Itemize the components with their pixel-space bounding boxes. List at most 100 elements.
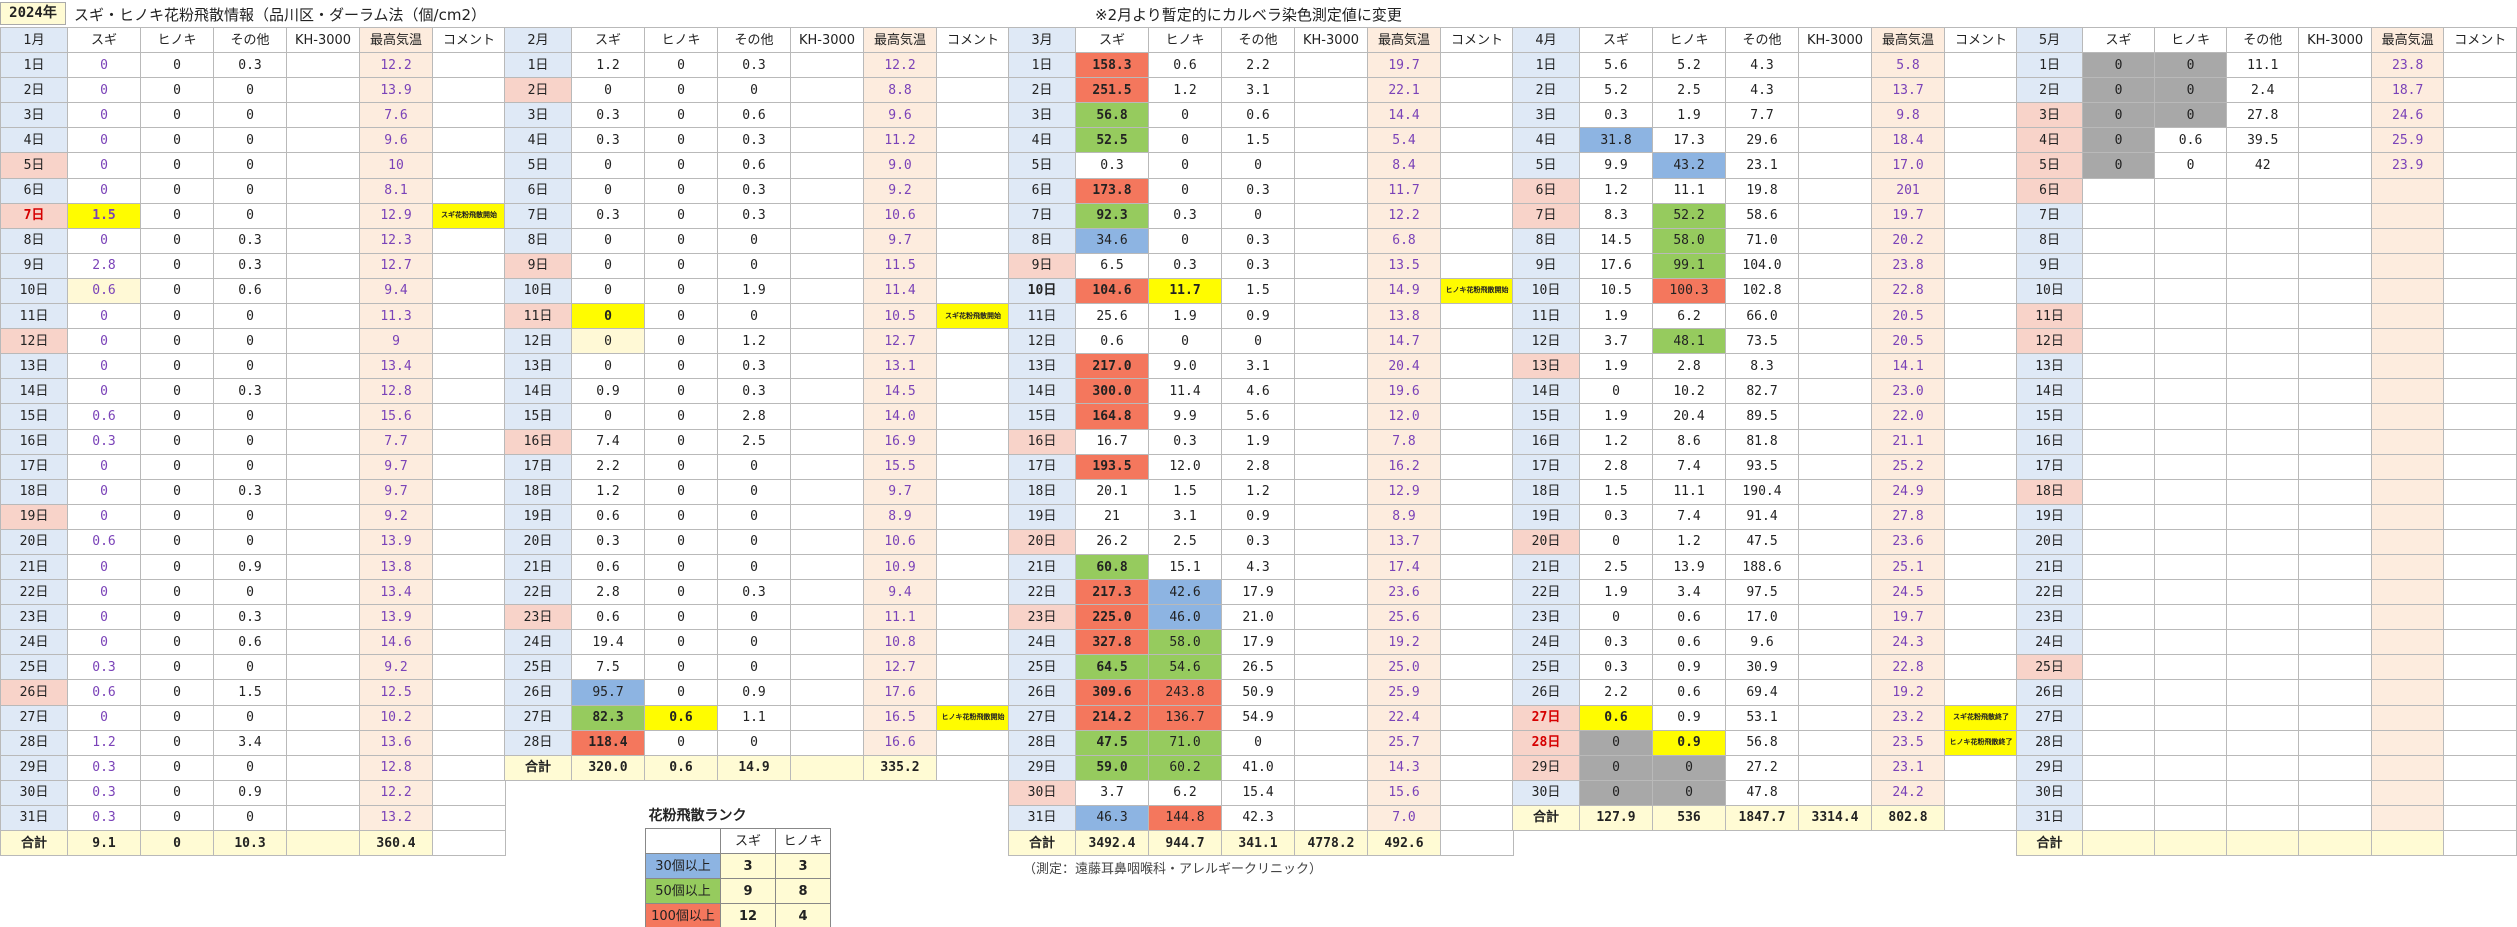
cell-kh[interactable] — [1798, 152, 1872, 179]
cell-hinoki[interactable]: 0.9 — [1652, 704, 1726, 731]
cell-other[interactable]: 0.9 — [213, 553, 287, 581]
cell-temp[interactable]: 6.8 — [1367, 227, 1441, 254]
cell-comment[interactable]: スギ花粉飛散開始 — [432, 202, 506, 229]
day-label[interactable]: 20日 — [1512, 528, 1580, 555]
cell-sugi[interactable]: 0 — [571, 353, 645, 380]
cell-sugi[interactable]: 0 — [67, 52, 141, 79]
cell-sugi[interactable]: 1.9 — [1579, 353, 1653, 380]
day-label[interactable]: 5日 — [504, 152, 572, 179]
cell-other[interactable]: 26.5 — [1221, 654, 1295, 681]
cell-other[interactable]: 0.9 — [213, 779, 287, 806]
day-label[interactable]: 15日 — [1512, 403, 1580, 430]
day-label[interactable]: 4日 — [1008, 127, 1076, 154]
cell-comment[interactable] — [432, 102, 506, 129]
cell-sugi[interactable] — [2082, 428, 2155, 455]
cell-hinoki[interactable]: 1.5 — [1148, 478, 1222, 505]
cell-other[interactable]: 97.5 — [1725, 579, 1799, 606]
day-label[interactable]: 12日 — [2015, 328, 2084, 355]
cell-comment[interactable] — [432, 779, 506, 806]
day-label[interactable]: 21日 — [0, 553, 68, 581]
cell-other[interactable]: 190.4 — [1725, 478, 1799, 505]
cell-comment[interactable] — [2443, 102, 2517, 129]
cell-kh[interactable] — [2298, 629, 2372, 656]
day-label[interactable]: 13日 — [504, 353, 572, 380]
cell-other[interactable]: 3.4 — [213, 729, 287, 756]
day-label[interactable]: 7日 — [2015, 202, 2084, 229]
cell-kh[interactable] — [286, 779, 360, 806]
cell-temp[interactable]: 24.3 — [1871, 629, 1945, 656]
cell-sugi[interactable]: 0 — [67, 453, 141, 480]
day-label[interactable]: 23日 — [1008, 604, 1076, 631]
day-label[interactable]: 23日 — [1512, 604, 1580, 631]
cell-kh[interactable] — [1294, 353, 1368, 380]
cell-other[interactable]: 7.7 — [1725, 102, 1799, 129]
total-sugi[interactable]: 3492.4 — [1075, 829, 1149, 857]
cell-kh[interactable] — [1294, 378, 1368, 405]
cell-comment[interactable] — [1440, 804, 1514, 832]
cell-comment[interactable] — [1440, 252, 1514, 279]
cell-comment[interactable] — [936, 353, 1010, 380]
cell-kh[interactable] — [790, 77, 864, 104]
cell-other[interactable]: 0.9 — [717, 679, 791, 706]
cell-hinoki[interactable]: 12.0 — [1148, 453, 1222, 480]
day-label[interactable]: 27日 — [2015, 704, 2084, 731]
cell-hinoki[interactable]: 243.8 — [1148, 679, 1222, 706]
cell-kh[interactable] — [286, 152, 360, 179]
cell-other[interactable]: 0 — [717, 553, 791, 581]
cell-other[interactable]: 0 — [213, 328, 287, 355]
cell-temp[interactable]: 23.8 — [2370, 52, 2445, 79]
cell-comment[interactable] — [1440, 478, 1514, 505]
cell-other[interactable]: 54.9 — [1221, 704, 1295, 731]
cell-hinoki[interactable]: 71.0 — [1148, 729, 1222, 756]
cell-comment[interactable] — [2443, 252, 2517, 279]
cell-sugi[interactable]: 251.5 — [1075, 77, 1149, 104]
cell-comment[interactable] — [2443, 779, 2517, 806]
cell-sugi[interactable]: 217.0 — [1075, 353, 1149, 380]
day-label[interactable]: 30日 — [2015, 779, 2084, 806]
day-label[interactable]: 10日 — [1512, 277, 1580, 305]
day-label[interactable]: 17日 — [504, 453, 572, 480]
cell-hinoki[interactable]: 2.5 — [1148, 528, 1222, 555]
cell-sugi[interactable] — [2082, 303, 2155, 330]
cell-sugi[interactable]: 0 — [571, 152, 645, 179]
cell-other[interactable]: 2.4 — [2226, 77, 2300, 104]
cell-kh[interactable] — [1798, 403, 1872, 430]
cell-hinoki[interactable]: 1.9 — [1652, 102, 1726, 129]
day-label[interactable]: 26日 — [1512, 679, 1580, 706]
cell-sugi[interactable]: 0.9 — [571, 378, 645, 405]
cell-sugi[interactable] — [2082, 277, 2155, 305]
cell-temp[interactable] — [2370, 729, 2445, 756]
total-label[interactable]: 合計 — [1512, 804, 1580, 832]
cell-comment[interactable] — [936, 202, 1010, 229]
cell-hinoki[interactable]: 0 — [140, 528, 214, 555]
cell-comment[interactable] — [432, 303, 506, 330]
cell-comment[interactable] — [2443, 553, 2517, 581]
cell-other[interactable]: 56.8 — [1725, 729, 1799, 756]
cell-hinoki[interactable]: 0 — [140, 453, 214, 480]
cell-hinoki[interactable]: 0 — [140, 604, 214, 631]
cell-other[interactable]: 0 — [213, 428, 287, 455]
day-label[interactable]: 4日 — [1512, 127, 1580, 154]
day-label[interactable]: 6日 — [1008, 177, 1076, 204]
day-label[interactable]: 13日 — [1512, 353, 1580, 380]
cell-sugi[interactable]: 0.3 — [1579, 102, 1653, 129]
cell-temp[interactable]: 11.2 — [863, 127, 937, 154]
cell-hinoki[interactable] — [2153, 629, 2228, 656]
cell-comment[interactable] — [2443, 428, 2517, 455]
cell-temp[interactable] — [2370, 779, 2445, 806]
cell-temp[interactable]: 12.7 — [359, 252, 433, 279]
cell-kh[interactable] — [1294, 754, 1368, 781]
cell-comment[interactable] — [1440, 403, 1514, 430]
cell-temp[interactable] — [2370, 177, 2445, 204]
cell-other[interactable]: 27.2 — [1725, 754, 1799, 781]
cell-sugi[interactable]: 173.8 — [1075, 177, 1149, 204]
cell-sugi[interactable]: 0.3 — [67, 804, 141, 832]
cell-hinoki[interactable] — [2153, 553, 2228, 581]
cell-temp[interactable] — [2370, 453, 2445, 480]
cell-other[interactable]: 0 — [213, 804, 287, 832]
day-label[interactable]: 16日 — [0, 428, 68, 455]
cell-comment[interactable] — [1944, 629, 2018, 656]
cell-temp[interactable]: 18.7 — [2370, 77, 2445, 104]
cell-hinoki[interactable] — [2153, 804, 2228, 832]
cell-hinoki[interactable]: 0 — [1148, 152, 1222, 179]
